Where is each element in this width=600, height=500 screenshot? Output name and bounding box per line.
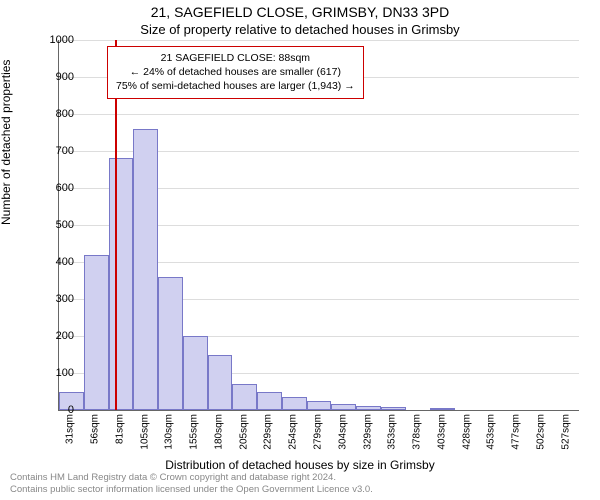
gridline [59,40,579,41]
y-tick-label: 900 [34,71,74,83]
x-tick-label: 403sqm [436,414,447,450]
x-tick-label: 279sqm [313,414,324,450]
chart-title-sub: Size of property relative to detached ho… [0,22,600,37]
gridline [59,114,579,115]
y-tick-label: 300 [34,293,74,305]
histogram-bar [282,397,307,410]
plot-area: 21 SAGEFIELD CLOSE: 88sqm ← 24% of detac… [58,40,579,411]
x-tick-label: 477sqm [511,414,522,450]
histogram-bar [109,158,134,410]
y-tick-label: 100 [34,367,74,379]
y-tick-label: 800 [34,108,74,120]
histogram-bar [257,392,282,411]
x-tick-label: 428sqm [461,414,472,450]
y-tick-label: 400 [34,256,74,268]
annotation-box: 21 SAGEFIELD CLOSE: 88sqm ← 24% of detac… [107,46,364,99]
histogram-bar [381,407,406,410]
y-tick-label: 700 [34,145,74,157]
annotation-line-2: ← 24% of detached houses are smaller (61… [116,65,355,79]
x-tick-label: 304sqm [337,414,348,450]
x-tick-label: 353sqm [387,414,398,450]
x-tick-label: 105sqm [139,414,150,450]
x-tick-label: 130sqm [164,414,175,450]
footer-line-1: Contains HM Land Registry data © Crown c… [10,472,373,484]
annotation-line-3: 75% of semi-detached houses are larger (… [116,79,355,93]
x-tick-label: 254sqm [288,414,299,450]
y-tick-label: 200 [34,330,74,342]
x-tick-label: 31sqm [65,414,76,444]
histogram-bar [356,406,381,410]
chart-container: 21, SAGEFIELD CLOSE, GRIMSBY, DN33 3PD S… [0,0,600,500]
x-tick-label: 453sqm [486,414,497,450]
x-tick-label: 205sqm [238,414,249,450]
histogram-bar [183,336,208,410]
x-tick-label: 229sqm [263,414,274,450]
chart-title-main: 21, SAGEFIELD CLOSE, GRIMSBY, DN33 3PD [0,4,600,20]
x-tick-label: 180sqm [213,414,224,450]
histogram-bar [133,129,158,410]
x-tick-label: 155sqm [189,414,200,450]
y-tick-label: 600 [34,182,74,194]
x-axis-label: Distribution of detached houses by size … [0,458,600,472]
footer-attribution: Contains HM Land Registry data © Crown c… [10,472,373,496]
x-tick-label: 378sqm [412,414,423,450]
y-tick-label: 500 [34,219,74,231]
histogram-bar [158,277,183,410]
x-tick-label: 502sqm [535,414,546,450]
histogram-bar [84,255,109,410]
histogram-bar [430,408,455,410]
histogram-bar [232,384,257,410]
histogram-bar [331,404,356,410]
histogram-bar [208,355,233,411]
histogram-bar [307,401,332,410]
x-tick-label: 81sqm [114,414,125,444]
y-axis-label: Number of detached properties [0,60,13,225]
x-tick-label: 527sqm [560,414,571,450]
footer-line-2: Contains public sector information licen… [10,484,373,496]
x-tick-label: 329sqm [362,414,373,450]
x-tick-label: 56sqm [90,414,101,444]
annotation-line-1: 21 SAGEFIELD CLOSE: 88sqm [116,51,355,65]
y-tick-label: 1000 [34,34,74,46]
